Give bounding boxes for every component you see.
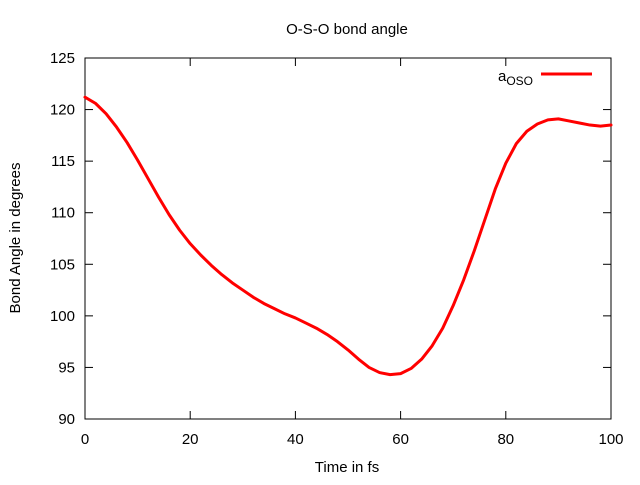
x-tick-label: 60 [392, 431, 409, 448]
series-line [83, 95, 613, 377]
legend-label-main: a [498, 68, 507, 85]
x-tick-label: 100 [598, 431, 623, 448]
legend-label: aOSO [498, 68, 533, 88]
y-axis-label: Bond Angle in degrees [7, 163, 24, 314]
x-tick-label: 40 [287, 431, 304, 448]
y-tick-label: 90 [58, 411, 75, 428]
x-axis-ticks: 0 20 40 60 80 100 [81, 58, 624, 448]
x-tick-label: 80 [497, 431, 514, 448]
y-axis-ticks: 90 95 100 105 110 115 120 125 [50, 50, 611, 428]
y-tick-label: 120 [50, 102, 75, 119]
legend: aOSO [498, 68, 592, 88]
series-layer [83, 95, 613, 377]
x-tick-label: 20 [182, 431, 199, 448]
y-tick-label: 95 [58, 359, 75, 376]
y-tick-label: 110 [51, 205, 75, 222]
plot-border [84, 57, 612, 420]
chart-title: O-S-O bond angle [286, 21, 408, 38]
legend-label-subscript: OSO [506, 74, 533, 88]
x-axis-label: Time in fs [315, 459, 379, 476]
x-tick-label: 0 [81, 431, 89, 448]
y-tick-label: 100 [50, 308, 75, 325]
y-tick-label: 125 [50, 50, 75, 67]
y-tick-label: 105 [50, 256, 75, 273]
y-tick-label: 115 [51, 153, 75, 170]
